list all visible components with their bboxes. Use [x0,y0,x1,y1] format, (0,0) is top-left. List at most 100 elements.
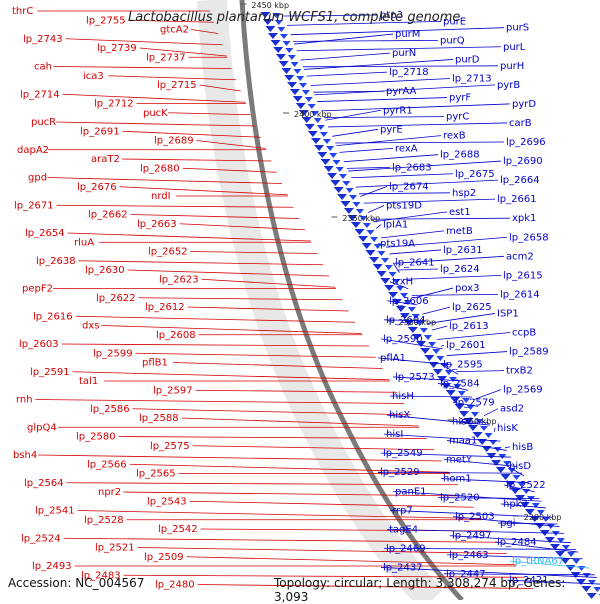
forward-gene-arrow [567,552,576,557]
forward-gene-arrow [340,201,351,207]
left-gene-label: lp_2509 [144,552,184,563]
forward-gene-arrow [293,69,302,74]
right-gene-label: hom1 [443,474,472,485]
gene-labels: thrC lp_2755 gtcA2 lp_2743 lp_2739 lp_2737cah… [12,6,564,591]
right-connector [321,103,511,112]
forward-gene-arrow [593,587,600,592]
forward-gene-arrow [329,153,338,158]
forward-gene-arrow [560,558,571,564]
forward-gene-arrow [475,419,484,424]
right-gene-label: xpk1 [512,213,536,224]
forward-gene-arrow [484,433,493,438]
forward-gene-arrow [277,27,286,32]
left-gene-label: lp_2671 [14,200,54,211]
forward-gene-arrow [486,453,497,459]
right-connector [336,135,442,147]
right-gene-label: hsp2 [452,188,476,199]
right-gene-label: hisK [497,423,518,434]
right-gene-label: lp_2615 [503,270,543,281]
forward-gene-arrow [503,461,512,466]
forward-gene-arrow [424,355,435,361]
left-connector [132,408,412,416]
right-connector [452,401,479,407]
right-connector [317,97,448,102]
forward-gene-arrow [350,222,361,228]
left-gene-label: lp_2652 [148,247,188,258]
right-gene-label: rexA [395,143,418,154]
left-connector [192,445,435,451]
forward-gene-arrow [380,278,391,284]
left-gene-label: lp_2712 [94,99,134,110]
forward-gene-arrow [491,460,502,466]
right-connector [437,382,469,391]
right-connector [380,338,443,350]
left-gene-label: lp_2654 [25,228,65,239]
left-gene-label: lp_2580 [76,432,116,443]
right-connector [290,27,505,36]
forward-gene-arrow [335,167,344,172]
left-connector [181,417,419,427]
forward-gene-arrow [517,482,526,487]
right-gene-label: lp_2569 [503,385,543,396]
right-connector [473,389,502,401]
forward-gene-arrow [500,474,511,480]
left-gene-label: rnh [16,395,33,406]
right-connector [376,224,382,229]
right-connector [446,351,508,356]
right-connector [377,243,385,245]
left-connector [182,167,277,173]
right-connector [335,141,505,144]
left-connector [190,251,318,254]
scale-label: 2450 kbp [251,1,289,10]
right-connector [381,230,445,239]
right-gene-label: rexB [443,131,466,142]
right-connector [440,363,459,375]
forward-gene-arrow [524,509,535,515]
left-connector [139,47,227,57]
left-connector [56,204,294,208]
left-gene-label: lp_2608 [156,330,196,341]
right-connector [302,65,499,68]
forward-gene-arrow [343,208,354,214]
forward-gene-arrow [507,468,516,473]
left-gene-label: dapA2 [17,145,49,156]
right-gene-label: hisC [452,416,473,427]
forward-gene-arrow [362,223,371,228]
right-connector [389,395,473,398]
right-connector [506,465,525,477]
right-gene-label: lp_2675 [455,169,495,180]
forward-gene-arrow [399,313,410,319]
forward-gene-arrow [411,314,420,319]
left-connector [190,29,219,34]
right-connector [368,205,385,213]
right-gene-label: lp_2484 [497,537,537,548]
right-connector [348,160,502,172]
forward-gene-arrow [304,97,313,102]
right-gene-label: lp_2688 [440,150,480,161]
left-connector [127,269,330,277]
left-gene-label: tal1 [79,376,98,387]
forward-gene-arrow [515,495,526,501]
forward-gene-arrow [458,411,469,417]
right-gene-label: lp_2631 [443,245,483,256]
right-connector [306,71,388,77]
forward-gene-arrow [587,580,596,585]
left-connector [62,93,246,103]
right-gene-label: pyrF [449,93,471,104]
forward-gene-arrow [299,83,308,88]
forward-gene-arrow [310,111,319,116]
left-connector [35,399,405,404]
forward-gene-arrow [307,104,316,109]
left-gene-label: lp_2586 [90,404,130,415]
connector-lines [35,10,600,589]
left-connector [128,19,214,23]
right-connector [313,90,385,93]
right-gene-label: lp_2664 [500,175,540,186]
right-gene-label: pts19D [386,201,422,212]
left-gene-label: lp_2623 [159,274,199,285]
left-connector [119,186,288,196]
right-connector [383,319,427,322]
right-gene-label: lp_2604 [386,315,426,326]
forward-gene-arrow [384,285,395,291]
